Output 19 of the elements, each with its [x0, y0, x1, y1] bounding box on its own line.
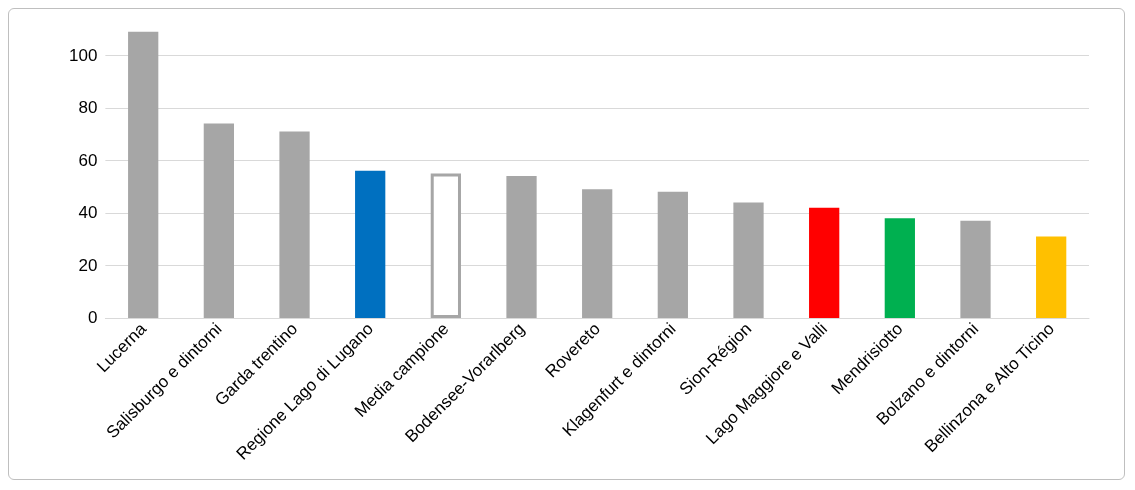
- bar: [355, 170, 386, 318]
- bar: [203, 123, 234, 318]
- bar: [1036, 236, 1067, 318]
- bar: [582, 189, 613, 318]
- bar: [506, 176, 537, 318]
- bar: [809, 207, 840, 318]
- y-tick-label: 0: [87, 308, 98, 328]
- y-tick-label: 40: [78, 203, 98, 223]
- y-tick-label: 60: [78, 150, 98, 170]
- bar: [128, 31, 159, 318]
- bar: [657, 191, 688, 318]
- bar: [279, 131, 310, 318]
- bar: [884, 218, 915, 318]
- bar: [430, 173, 461, 318]
- y-tick-label: 20: [78, 255, 98, 275]
- y-tick-label: 100: [68, 45, 98, 65]
- bar: [733, 202, 764, 318]
- y-tick-label: 80: [78, 98, 98, 118]
- bar: [960, 220, 991, 318]
